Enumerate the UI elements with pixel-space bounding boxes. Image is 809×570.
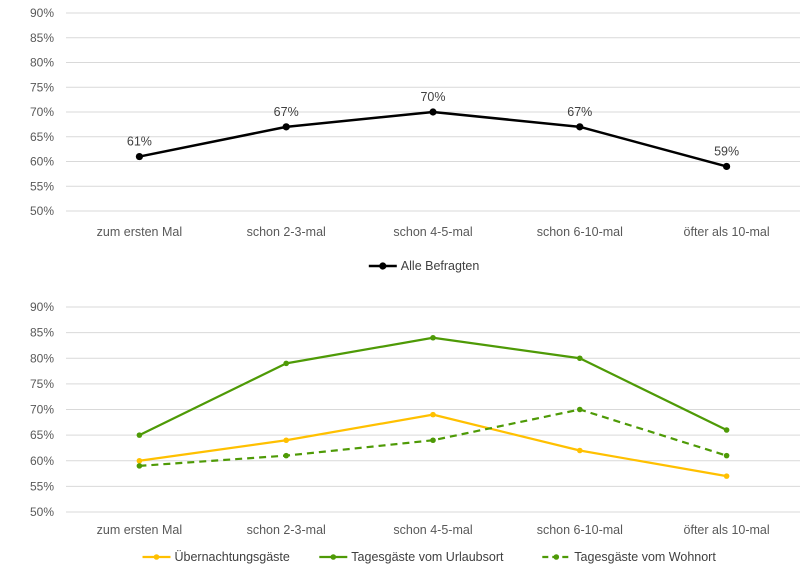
y-tick-label: 70%	[30, 403, 54, 417]
data-point	[136, 463, 143, 469]
data-label: 67%	[567, 105, 592, 119]
series-line-übernachtungsgäste	[139, 413, 727, 478]
x-tick-label: öfter als 10-mal	[684, 225, 770, 239]
data-point	[723, 452, 730, 459]
series-line-alle-befragten	[139, 110, 727, 168]
x-tick-label: schon 4-5-mal	[393, 523, 472, 537]
legend-marker	[553, 554, 560, 560]
data-point	[430, 437, 436, 444]
data-point	[429, 108, 437, 116]
x-tick-label: schon 4-5-mal	[393, 225, 472, 239]
legend-item-tagesgäste-vom-wohnort: Tagesgäste vom Wohnort	[542, 550, 716, 564]
x-tick-label: schon 2-3-mal	[247, 225, 326, 239]
data-point	[136, 432, 143, 438]
data-point	[283, 360, 290, 367]
legend-label: Tagesgäste vom Wohnort	[574, 550, 716, 564]
y-tick-label: 70%	[30, 105, 54, 119]
series-line-tagesgäste-vom-urlaubsort	[138, 336, 728, 437]
legend-marker	[379, 262, 387, 270]
data-point	[576, 123, 584, 131]
data-label: 70%	[420, 90, 445, 104]
legend-item-übernachtungsgäste: Übernachtungsgäste	[142, 550, 290, 564]
y-tick-label: 60%	[30, 454, 54, 468]
data-label: 67%	[274, 105, 299, 119]
chart-alle-befragten: 50% 55% 60% 65% 70% 75% 80% 85% 90% zum ersten Ma…	[30, 6, 800, 273]
x-tick-label: schon 6-10-mal	[537, 523, 623, 537]
data-label: 61%	[127, 135, 152, 149]
legend-label: Tagesgäste vom Urlaubsort	[351, 550, 504, 564]
data-point	[430, 334, 436, 341]
y-tick-label: 60%	[30, 155, 54, 169]
y-tick-label: 50%	[30, 505, 54, 519]
data-point	[577, 447, 583, 454]
y-tick-label: 80%	[30, 56, 54, 70]
y-tick-label: 75%	[30, 377, 54, 391]
y-tick-label: 55%	[30, 479, 54, 493]
x-tick-label: schon 6-10-mal	[537, 225, 623, 239]
data-point	[430, 411, 436, 418]
legend-label: Übernachtungsgäste	[175, 550, 290, 564]
y-tick-label: 55%	[30, 179, 54, 193]
y-tick-label: 50%	[30, 204, 54, 218]
y-tick-label: 90%	[30, 300, 54, 314]
data-point	[282, 123, 290, 131]
chart-gaestegruppen: 50% 55% 60% 65% 70% 75% 80% 85% 90% zum ersten Ma…	[30, 300, 800, 564]
data-point	[136, 457, 143, 464]
data-point	[283, 452, 290, 459]
y-tick-label: 80%	[30, 351, 54, 365]
x-tick-label: zum ersten Mal	[97, 523, 182, 537]
data-point	[135, 152, 143, 161]
y-tick-label: 65%	[30, 428, 54, 442]
legend-item-alle-befragten: Alle Befragten	[368, 259, 480, 273]
data-point	[283, 437, 290, 444]
legend-marker	[330, 554, 337, 560]
data-point	[723, 427, 730, 433]
x-tick-label: zum ersten Mal	[97, 225, 182, 239]
y-tick-label: 75%	[30, 80, 54, 94]
legend-label: Alle Befragten	[401, 259, 480, 273]
data-point	[723, 162, 731, 171]
y-tick-label: 85%	[30, 326, 54, 340]
x-tick-label: schon 2-3-mal	[247, 523, 326, 537]
legend-marker	[153, 554, 160, 560]
y-tick-label: 90%	[30, 6, 54, 20]
data-point	[723, 473, 730, 479]
data-point	[577, 355, 583, 362]
data-label: 59%	[714, 144, 739, 158]
x-tick-label: öfter als 10-mal	[684, 523, 770, 537]
y-tick-label: 65%	[30, 130, 54, 144]
legend-item-tagesgäste-vom-urlaubsort: Tagesgäste vom Urlaubsort	[319, 550, 504, 564]
data-point	[577, 406, 583, 413]
y-tick-label: 85%	[30, 31, 54, 45]
